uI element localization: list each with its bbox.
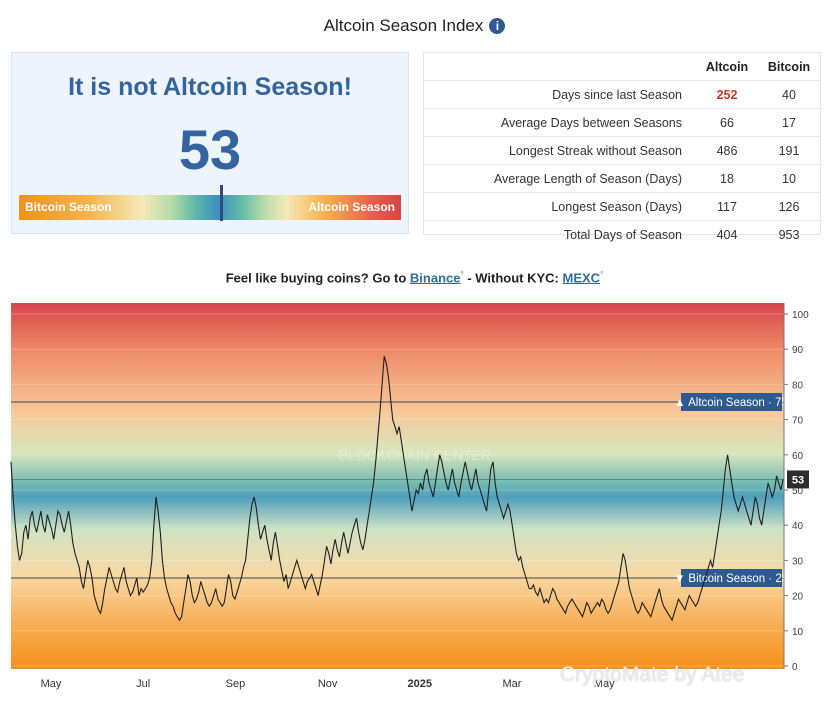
threshold-label: ▼ Bitcoin Season · 25 — [674, 573, 788, 585]
external-link-icon: ° — [600, 270, 604, 279]
current-value-box — [787, 470, 809, 489]
season-headline: It is not Altcoin Season! — [68, 73, 352, 101]
title-text: Altcoin Season Index — [323, 16, 484, 35]
bitcoin-cell: 17 — [758, 108, 820, 137]
x-tick-label: 2025 — [408, 678, 432, 690]
x-tick-label: Jul — [136, 678, 150, 690]
altcoin-cell: 66 — [696, 108, 758, 137]
altcoin-cell: 117 — [696, 192, 758, 221]
bitcoin-cell: 953 — [758, 220, 820, 248]
season-stats-table: Altcoin Bitcoin Days since last Season 25… — [423, 52, 821, 248]
y-tick-label: 100 — [792, 310, 809, 321]
y-tick-label: 10 — [792, 627, 804, 638]
y-tick-label: 80 — [792, 380, 804, 391]
table-row: Days since last Season 252 40 — [424, 80, 820, 109]
bitcoin-cell: 40 — [758, 80, 820, 109]
mexc-link[interactable]: MEXC — [562, 270, 601, 286]
x-tick-label: Sep — [226, 678, 246, 690]
bitcoin-cell: 10 — [758, 164, 820, 193]
altcoin-cell: 18 — [696, 164, 758, 193]
x-tick-label: Mar — [503, 678, 522, 690]
external-link-icon: ° — [460, 270, 464, 279]
altcoin-season-chart: BLOCKCHAIN CENTER ▲ Altcoin Season · 75▼… — [10, 303, 809, 690]
index-value: 53 — [178, 118, 242, 181]
current-value-label: 53 — [792, 474, 804, 486]
row-label: Longest Streak without Season — [424, 136, 696, 165]
season-status-card: It is not Altcoin Season! 53 Bitcoin Sea… — [11, 52, 409, 234]
row-label: Longest Season (Days) — [424, 192, 696, 221]
bitcoin-cell: 191 — [758, 136, 820, 165]
y-tick-label: 50 — [792, 486, 804, 497]
info-icon[interactable]: i — [489, 18, 506, 34]
gauge-altcoin-label: Altcoin Season — [308, 200, 395, 214]
altcoin-index-line — [10, 356, 784, 622]
row-label: Average Length of Season (Days) — [424, 164, 696, 193]
y-tick-label: 60 — [792, 451, 804, 462]
promo-prefix: Feel like buying coins? Go to — [225, 270, 407, 286]
promo-mid: - Without KYC: — [467, 270, 559, 286]
x-tick-label: May — [594, 678, 615, 690]
altcoin-cell: 404 — [696, 220, 758, 248]
plot-background — [11, 303, 784, 669]
y-tick-label: 30 — [792, 556, 804, 567]
row-label: Total Days of Season — [424, 220, 696, 248]
y-tick-label: 0 — [792, 662, 798, 673]
bitcoin-cell: 126 — [758, 192, 820, 221]
binance-link[interactable]: Binance — [409, 270, 461, 286]
y-tick-label: 70 — [792, 416, 804, 427]
header-blank — [424, 53, 696, 81]
row-label: Average Days between Seasons — [424, 108, 696, 137]
y-tick-label: 40 — [792, 521, 804, 532]
altcoin-cell: 486 — [696, 136, 758, 165]
table-row: Total Days of Season 404 953 — [424, 220, 820, 248]
y-tick-label: 90 — [792, 345, 804, 356]
corner-watermark: CryptoMate by Atee — [560, 663, 745, 686]
x-tick-label: Nov — [318, 678, 338, 690]
gauge-marker — [219, 185, 223, 221]
altcoin-cell: 252 — [696, 80, 758, 109]
y-tick-label: 20 — [792, 592, 804, 603]
table-row: Average Days between Seasons 66 17 — [424, 108, 820, 137]
col-altcoin: Altcoin — [705, 59, 749, 74]
row-label: Days since last Season — [424, 80, 696, 109]
promo-line: Feel like buying coins? Go to Binance° -… — [0, 270, 829, 285]
page-title: Altcoin Season Index i — [0, 16, 829, 36]
threshold-label-box — [681, 393, 782, 411]
table-row: Average Length of Season (Days) 18 10 — [424, 164, 820, 193]
table-row: Longest Streak without Season 486 191 — [424, 136, 820, 165]
gauge-bitcoin-label: Bitcoin Season — [25, 200, 112, 214]
col-bitcoin: Bitcoin — [767, 59, 811, 74]
table-header-row: Altcoin Bitcoin — [424, 53, 820, 81]
x-tick-label: May — [41, 678, 62, 690]
threshold-label: ▲ Altcoin Season · 75 — [674, 397, 788, 409]
table-row: Longest Season (Days) 117 126 — [424, 192, 820, 221]
season-gauge: Bitcoin Season Altcoin Season — [19, 185, 401, 221]
